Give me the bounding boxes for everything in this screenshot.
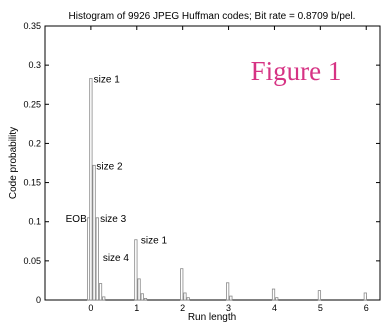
histogram-bar bbox=[186, 297, 190, 301]
histogram-bar bbox=[275, 297, 279, 301]
bar-annotation: size 4 bbox=[103, 253, 130, 264]
y-tick-label: 0.05 bbox=[23, 256, 41, 266]
figure-label: Figure 1 bbox=[251, 56, 342, 86]
bar-annotation: size 3 bbox=[100, 214, 127, 225]
bar-annotation: EOB bbox=[66, 214, 87, 225]
histogram-bar bbox=[317, 290, 322, 301]
chart-title: Histogram of 9926 JPEG Huffman codes; Bi… bbox=[69, 11, 356, 22]
bar-annotation: size 2 bbox=[96, 161, 123, 172]
y-axis-label: Code probability bbox=[8, 127, 19, 199]
histogram-bar bbox=[102, 296, 106, 301]
x-tick-label: 1 bbox=[134, 303, 139, 313]
annotations-group: size 1 size 2 EOB size 3 size 4 size 1 bbox=[66, 74, 168, 263]
x-tick-label: 0 bbox=[88, 303, 93, 313]
histogram-bar bbox=[134, 239, 138, 301]
histogram-bar bbox=[95, 217, 99, 301]
histogram-bar bbox=[271, 288, 276, 301]
histogram-bar bbox=[226, 282, 230, 301]
plot-frame bbox=[44, 25, 381, 301]
y-tick-label: 0.15 bbox=[23, 178, 41, 188]
y-tick-label: 0.35 bbox=[23, 21, 41, 31]
histogram-bar bbox=[183, 292, 187, 301]
histogram-bar bbox=[143, 298, 148, 301]
x-tick-label: 4 bbox=[272, 303, 277, 313]
histogram-bar bbox=[137, 278, 141, 301]
bar-annotation: size 1 bbox=[94, 74, 121, 85]
histogram-bar bbox=[92, 164, 96, 301]
x-tick-label: 5 bbox=[318, 303, 323, 313]
y-tick-label: 0.2 bbox=[28, 138, 41, 148]
histogram-bar bbox=[180, 268, 184, 301]
histogram-bar bbox=[89, 78, 93, 301]
histogram-bar bbox=[98, 283, 103, 301]
histogram-bar bbox=[229, 295, 233, 301]
y-tick-label: 0.3 bbox=[28, 60, 41, 70]
x-axis-label: Run length bbox=[188, 312, 236, 323]
histogram-bar bbox=[363, 292, 367, 301]
x-tick-label: 3 bbox=[226, 303, 231, 313]
y-axis: 0 0.05 0.1 0.15 0.2 0.25 0.3 0.35 bbox=[23, 21, 380, 305]
y-tick-label: 0.1 bbox=[28, 217, 41, 227]
histogram-bar bbox=[140, 293, 144, 301]
y-tick-label: 0.25 bbox=[23, 99, 41, 109]
y-tick-label: 0 bbox=[36, 295, 41, 305]
x-tick-label: 6 bbox=[364, 303, 369, 313]
x-tick-label: 2 bbox=[180, 303, 185, 313]
bar-annotation: size 1 bbox=[141, 236, 168, 247]
bars-group bbox=[86, 78, 367, 301]
